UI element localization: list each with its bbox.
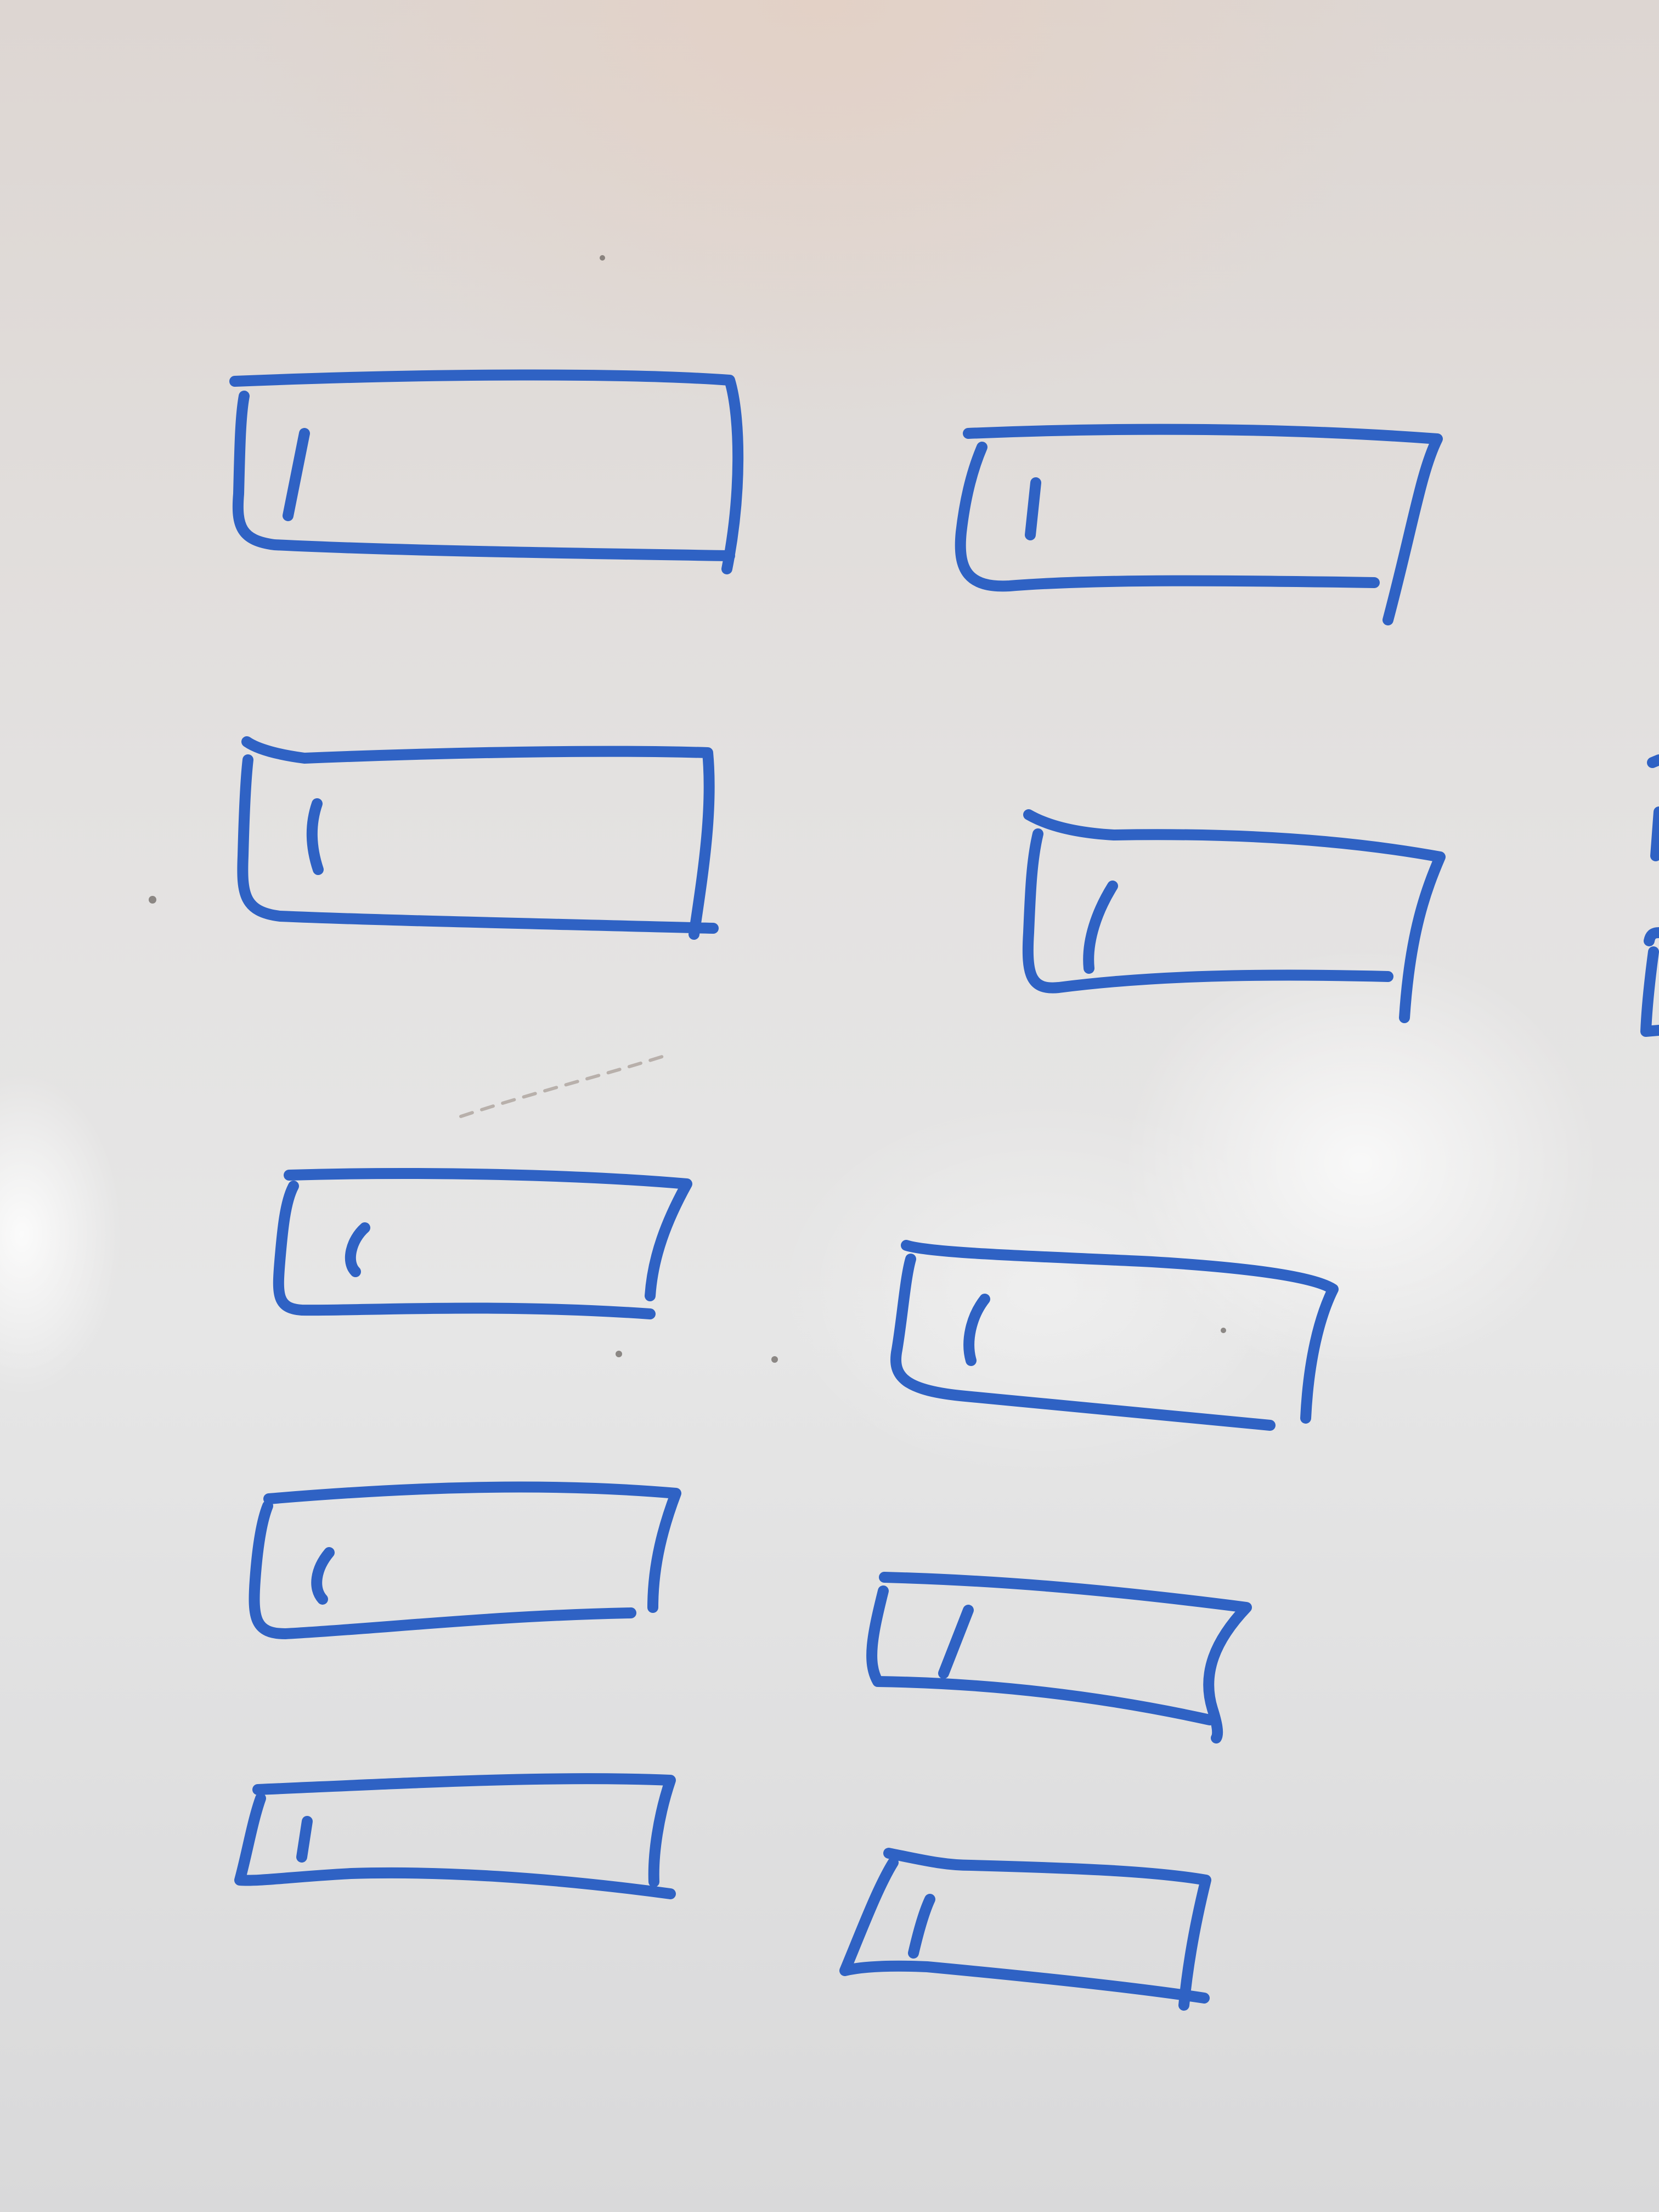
box-left-3: [273, 1168, 692, 1319]
box-mark-1: [1083, 881, 1118, 974]
box-right-2: [1022, 809, 1446, 1023]
box-right-5: [839, 1848, 1211, 2011]
box-left-2: [237, 736, 719, 940]
board-speck: [616, 1351, 622, 1357]
box-outline: [229, 369, 744, 574]
box-left-1: [229, 369, 744, 574]
box-outline: [890, 1240, 1339, 1431]
box-partial-right-edge: [1640, 754, 1659, 1037]
box-outline: [1022, 809, 1446, 1023]
board-speck: [1221, 1328, 1226, 1333]
faint-dashed-mark: [459, 1054, 665, 1118]
box-mark-1: [345, 1222, 370, 1277]
board-speck: [771, 1356, 778, 1363]
board-speck: [149, 896, 156, 904]
box-outline: [955, 424, 1443, 625]
box-outline: [237, 736, 719, 940]
box-right-4: [866, 1572, 1252, 1743]
box-outline: [234, 1773, 676, 1899]
box-left-4: [249, 1481, 681, 1639]
box-outline: [839, 1848, 1211, 2011]
board-speck: [600, 255, 605, 261]
box-mark-1: [296, 1816, 313, 1863]
box-outline: [249, 1481, 681, 1639]
box-mark-1: [908, 1894, 935, 1959]
box-mark-1: [306, 798, 324, 875]
box-outline: [273, 1168, 692, 1319]
box-mark-1: [283, 428, 310, 521]
box-mark-1: [1025, 477, 1041, 540]
box-mark-1: [963, 1294, 990, 1366]
box-mark-1: [938, 1605, 974, 1679]
box-outline: [866, 1572, 1252, 1743]
box-mark-1: [311, 1547, 335, 1605]
box-right-3: [890, 1240, 1339, 1431]
box-right-1: [955, 424, 1443, 625]
box-left-5: [234, 1773, 676, 1899]
box-outline: [1640, 754, 1659, 1037]
